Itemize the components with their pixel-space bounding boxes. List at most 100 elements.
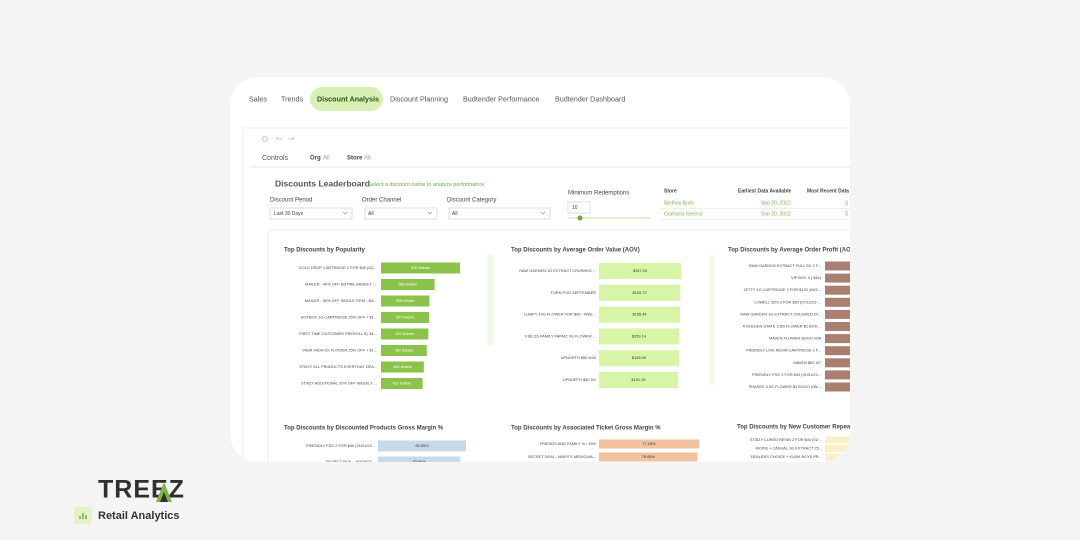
row-label[interactable]: MAILER - 50% OFF SINGLE ITEM - BA...: [305, 298, 377, 303]
leaderboard-title: Discounts Leaderboard: [275, 178, 370, 188]
bar[interactable]: [381, 345, 427, 356]
tab[interactable]: Budtender Performance: [463, 94, 539, 103]
scroll-shade: [709, 255, 715, 385]
row-label[interactable]: MAVEN FLOWER BOGO W/6: [769, 336, 821, 341]
dropdown[interactable]: [448, 207, 551, 220]
row-label[interactable]: VIP BOX 3 ( $16): [791, 275, 822, 280]
bar[interactable]: [825, 462, 855, 469]
bar[interactable]: [825, 297, 857, 307]
row-label[interactable]: TURN POD SEPTEMBER: [551, 290, 597, 295]
row-label[interactable]: LOWELL 35'S 2 FOR $50 (07/12/23-...: [754, 299, 821, 304]
row-label[interactable]: UPNORTH $50 8/26: [561, 355, 596, 360]
panel-title: Top Discounts by Popularity: [284, 248, 366, 254]
row-label[interactable]: FIELDS FAMILY FARMZ 3G FLOWER ...: [525, 333, 596, 338]
slider-handle[interactable]: [577, 215, 583, 221]
row-label[interactable]: SECRET SEAL - HOOKSY...: [326, 459, 375, 464]
bar[interactable]: [599, 306, 681, 323]
bar[interactable]: [378, 440, 466, 452]
row-label[interactable]: RAW GARDEN EXTRACT FULL 0G 2 F...: [749, 263, 821, 268]
bar[interactable]: [599, 263, 681, 279]
row-label[interactable]: JETTY 1G CARTRIDGE 2 FOR $120 (08/2...: [744, 287, 821, 292]
dropdown-value[interactable]: All: [452, 211, 458, 217]
number-input[interactable]: [567, 201, 591, 214]
toolbar-icons: [262, 136, 295, 142]
filter-label: Order Channel: [362, 198, 401, 204]
bar[interactable]: [381, 312, 430, 323]
row-label[interactable]: STIIIZY ALL PRODUCTS EVERYDAY DEA...: [299, 364, 377, 369]
bar[interactable]: [599, 372, 678, 388]
row-label[interactable]: MAVEN $50 9/7: [793, 360, 821, 365]
bar[interactable]: [381, 361, 424, 373]
row-label[interactable]: FRIENDLY FSG 2 FOR $40 (01/01/23...: [752, 372, 821, 377]
table-cell[interactable]: Berthas Buds: [664, 200, 695, 206]
bar[interactable]: [599, 452, 698, 462]
store-value[interactable]: All: [364, 156, 371, 162]
row-label[interactable]: FRIENDLY FSG 2 FOR $40 (01/01/23...: [753, 463, 822, 468]
tab[interactable]: Discount Analysis: [317, 94, 379, 103]
value-label: 76.05%: [642, 454, 656, 459]
bar[interactable]: [825, 445, 861, 452]
input-value[interactable]: 10: [572, 205, 578, 211]
bar[interactable]: [599, 328, 679, 345]
dropdown[interactable]: [364, 207, 438, 220]
row-label[interactable]: YADA YADA 5G FLOWER 25% OFF + $1...: [302, 348, 377, 353]
row-label[interactable]: MOXIE + CASUAL 1G EXTRACT 25...: [756, 446, 823, 451]
store-label[interactable]: Store: [347, 156, 363, 162]
value-label: 508 tickets: [396, 298, 415, 303]
row-label[interactable]: STIIIZY CURED RESIN 2 FOR $40 (01/...: [750, 437, 822, 442]
bar[interactable]: [381, 279, 435, 290]
row-label[interactable]: FRIENDS AND FAMILY % / 15%: [540, 441, 597, 446]
bar[interactable]: [825, 334, 854, 344]
tab[interactable]: Sales: [249, 94, 267, 103]
org-value[interactable]: All: [323, 156, 330, 162]
bar[interactable]: [825, 346, 853, 356]
org-label[interactable]: Org: [310, 156, 321, 162]
row-label[interactable]: FRIENDLY LIVE RESIN CARTRIDGE 2 F...: [746, 348, 821, 353]
row-label[interactable]: SECRET DEAL - MARY'S MEDICINA...: [528, 454, 596, 459]
row-label[interactable]: A GOLDEN STATE 3.5G FLOWER $1 BOG...: [742, 324, 821, 329]
value-label: 89.55%: [415, 443, 429, 448]
bar[interactable]: [825, 261, 865, 271]
row-label[interactable]: PHASES 3.5G FLOWER $1 BOGO (08/...: [749, 384, 821, 389]
bar[interactable]: [825, 273, 860, 283]
bar[interactable]: [381, 262, 460, 274]
dropdown-value[interactable]: Last 30 Days: [274, 211, 304, 217]
row-label[interactable]: MAILER - 40% OFF ENTIRE BASKET -...: [305, 282, 377, 287]
bar[interactable]: [599, 350, 679, 367]
bar[interactable]: [825, 370, 853, 380]
controls-title[interactable]: Controls: [262, 155, 289, 162]
bar[interactable]: [825, 358, 853, 368]
row-label[interactable]: FIRST TIME CUSTOMER PREROLL $ | $1...: [299, 331, 377, 336]
bar[interactable]: [825, 322, 855, 331]
row-label[interactable]: STIIIZY ADDITIONAL 20% OFF WEEKLY ...: [301, 381, 377, 386]
bar[interactable]: [825, 453, 857, 461]
row-label[interactable]: UPNORTH $50 9/1: [563, 377, 596, 382]
row-label[interactable]: RAW GARDEN 1G EXTRACT CRUSHED DI...: [740, 311, 821, 316]
dropdown[interactable]: [269, 207, 353, 220]
row-label[interactable]: DEALERS CHOICE + KUSH BOYS PR...: [751, 454, 822, 459]
bar[interactable]: [599, 439, 699, 449]
value-label: 83.90%: [413, 459, 427, 464]
panel-title: Top Discounts by New Customer Repeat Rat…: [737, 425, 868, 431]
row-label[interactable]: FRIENDLY FSG 2 FOR $40 (01/01/23...: [306, 443, 375, 448]
bar[interactable]: [825, 436, 865, 444]
tab[interactable]: Discount Planning: [390, 94, 448, 103]
value-label: 830 tickets: [411, 265, 430, 270]
bar[interactable]: [599, 284, 681, 301]
tab[interactable]: Trends: [281, 94, 304, 103]
table-cell[interactable]: Grahams Greens: [664, 211, 703, 217]
bar[interactable]: [825, 309, 856, 319]
row-label[interactable]: HOTBOX 1G CARTRIDGE 25% OFF + $1...: [301, 315, 377, 320]
bar[interactable]: [378, 456, 461, 468]
bar[interactable]: [381, 378, 423, 389]
bar[interactable]: [381, 295, 430, 307]
tab[interactable]: Budtender Dashboard: [555, 94, 625, 103]
bar[interactable]: [825, 285, 858, 295]
bar[interactable]: [381, 328, 429, 340]
row-label[interactable]: GOLD DROP CARTRIDGE 2 FOR $40 (01/...: [299, 265, 377, 270]
row-label[interactable]: RAW GARDEN 1G EXTRACT CRUSHED ...: [519, 268, 596, 273]
bar[interactable]: [825, 382, 852, 392]
row-label[interactable]: LUMPY 14G FLOWER FOR $99 - WEE...: [524, 312, 596, 317]
dropdown-value[interactable]: All: [368, 211, 374, 217]
panel-title: Top Discounts by Associated Ticket Gross…: [511, 426, 661, 432]
